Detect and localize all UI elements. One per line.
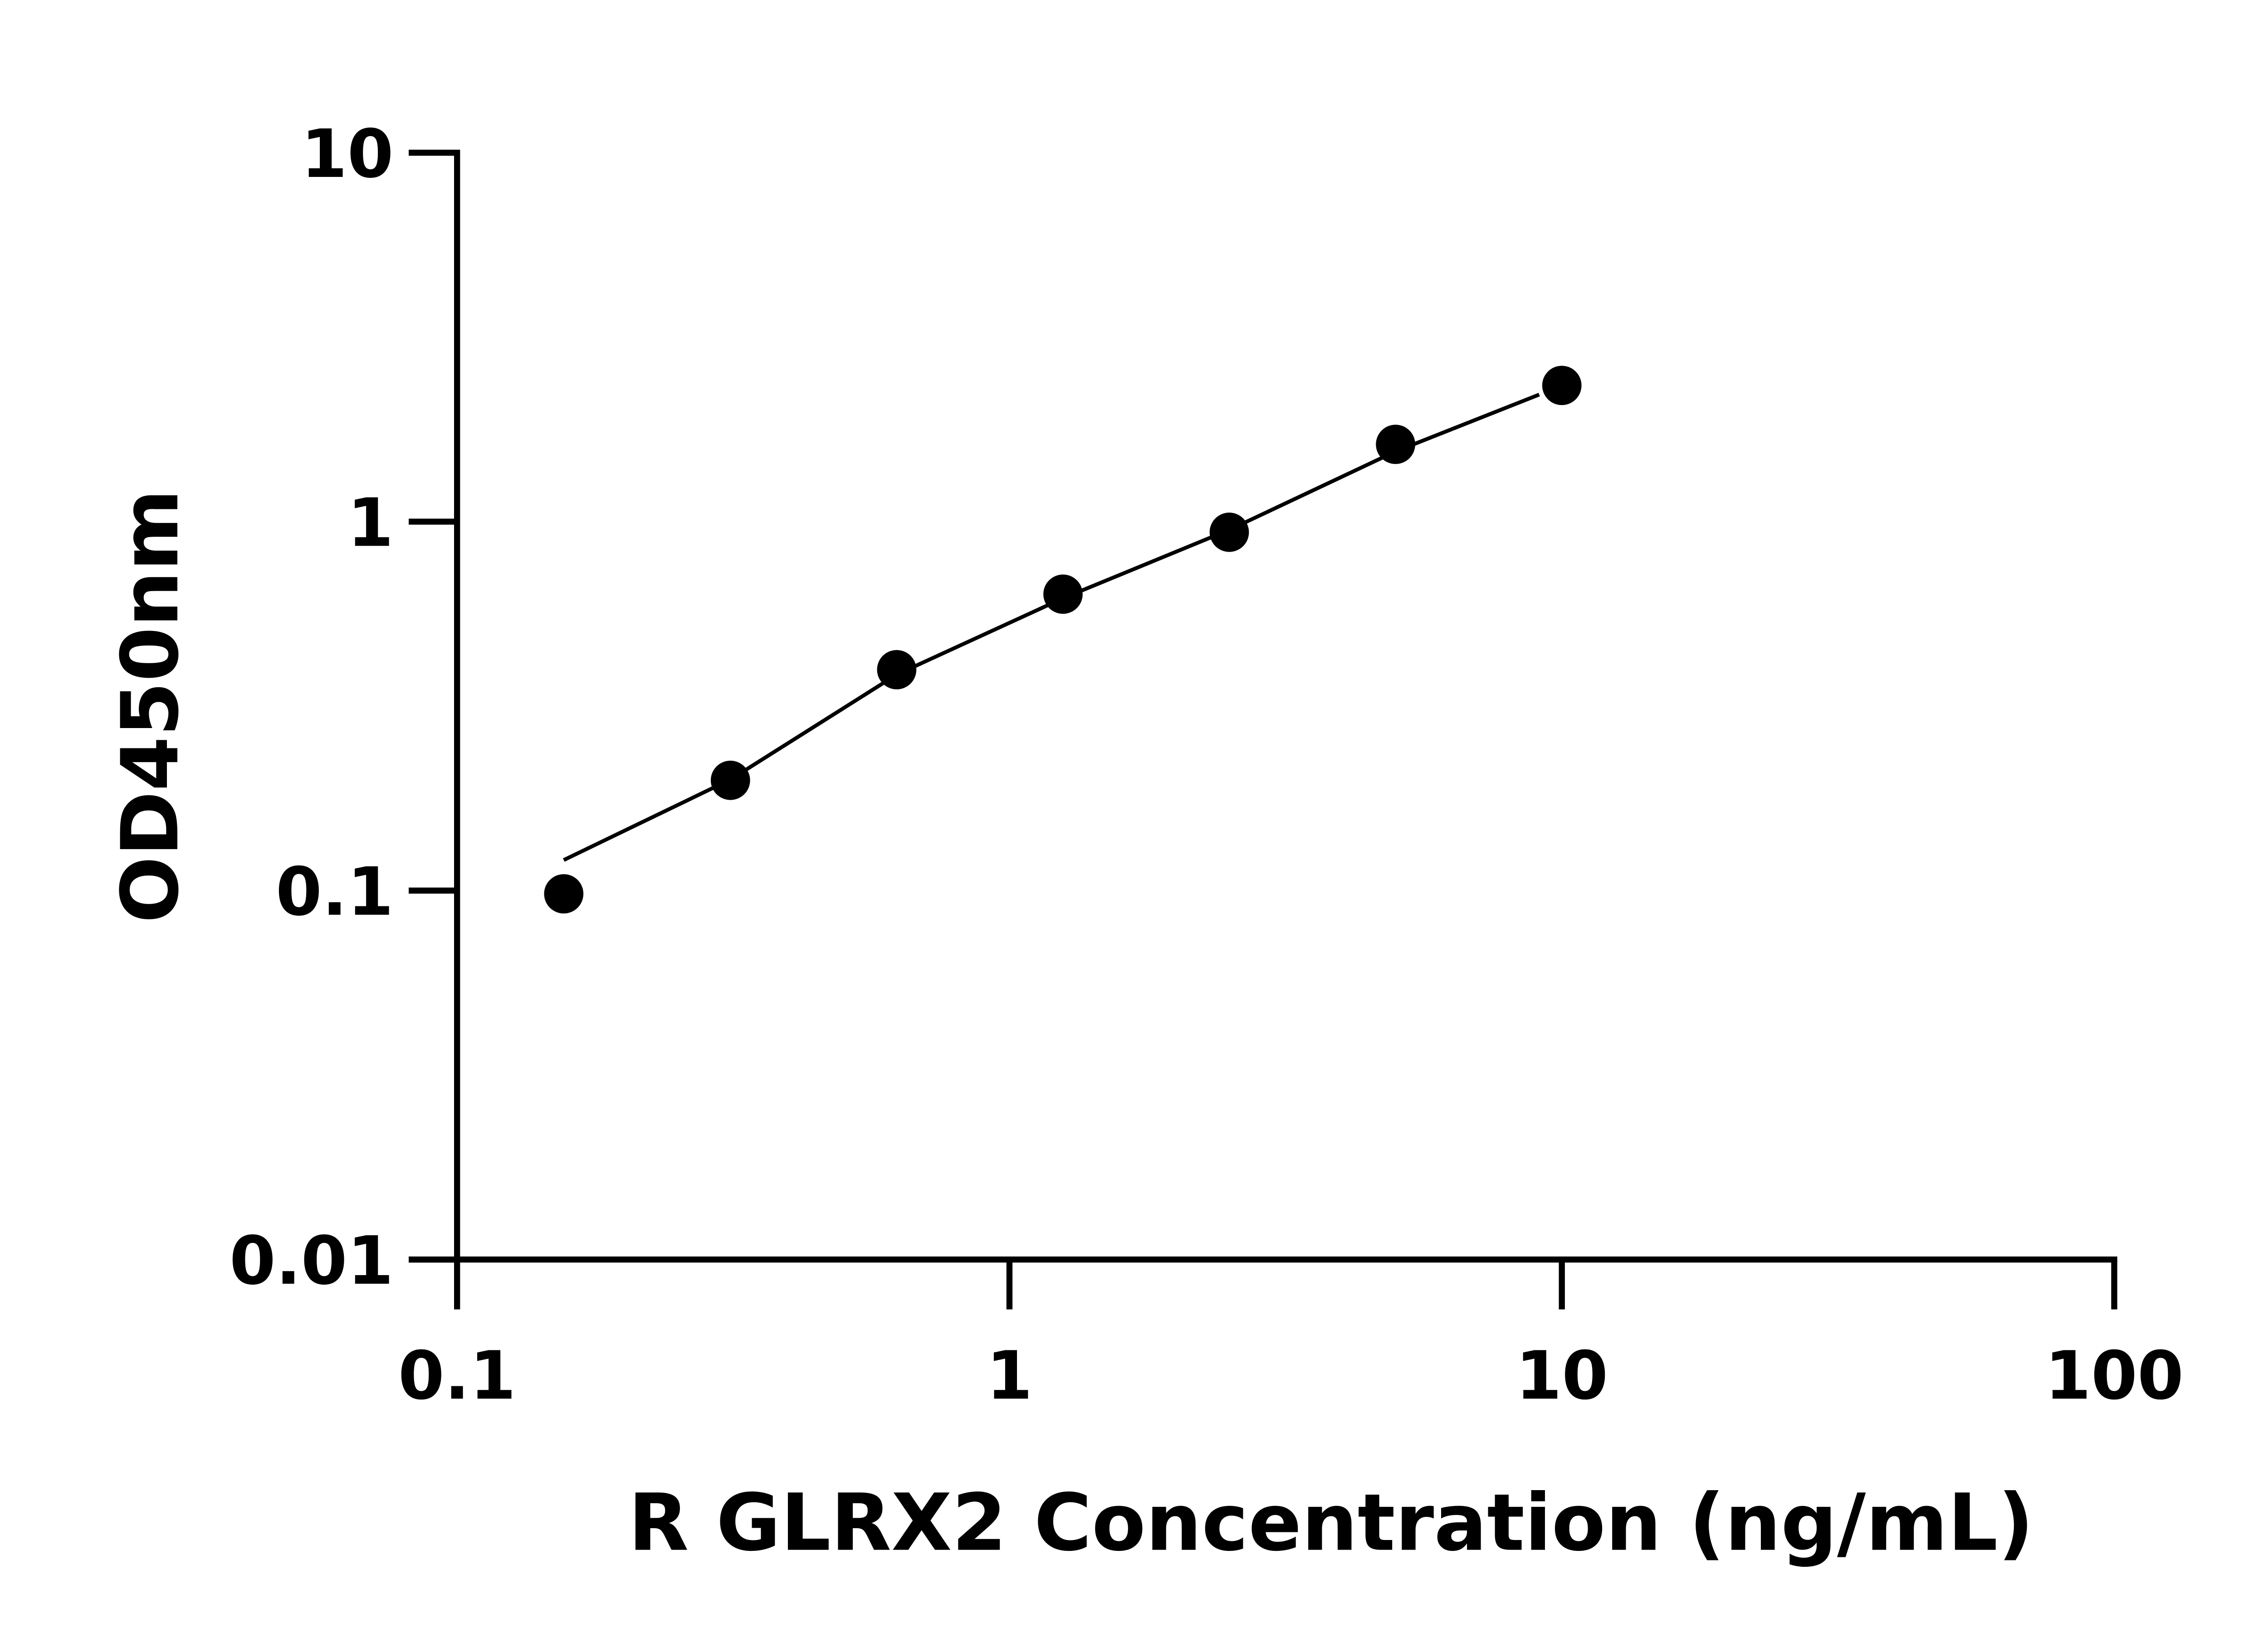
y-tick-label: 1 xyxy=(347,484,394,562)
x-tick-label: 100 xyxy=(2045,1337,2184,1414)
y-tick-label: 0.01 xyxy=(230,1222,394,1300)
x-tick-label: 0.1 xyxy=(398,1337,516,1414)
data-point xyxy=(544,874,584,914)
data-point xyxy=(710,760,750,800)
data-point xyxy=(1542,366,1582,406)
y-tick-label: 10 xyxy=(301,115,394,193)
data-point xyxy=(1376,425,1415,464)
x-tick-label: 1 xyxy=(986,1337,1032,1414)
y-axis-label: OD450nm xyxy=(104,489,196,923)
y-tick-label: 0.1 xyxy=(276,853,394,931)
data-point xyxy=(1209,513,1249,552)
data-point xyxy=(877,650,917,689)
x-tick-label: 10 xyxy=(1515,1337,1608,1414)
data-point xyxy=(1043,574,1083,614)
x-axis-label: R GLRX2 Concentration (ng/mL) xyxy=(628,1477,2034,1569)
fit-curve xyxy=(563,393,1540,862)
axes xyxy=(408,150,2117,1263)
